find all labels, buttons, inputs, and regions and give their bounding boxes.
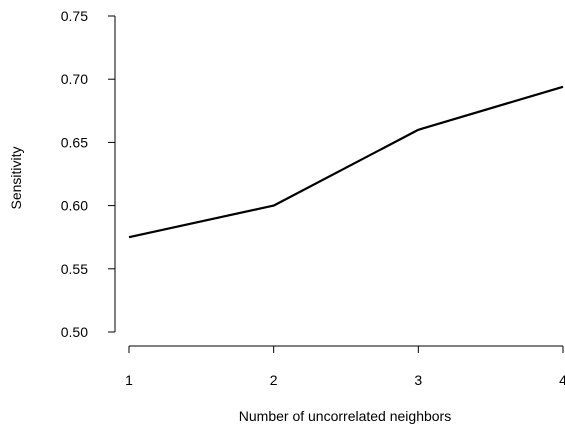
x-axis: 1 2 3 4: [125, 345, 565, 388]
x-tick-label: 2: [270, 372, 278, 388]
y-tick-label: 0.60: [61, 198, 88, 214]
x-tick-label: 4: [559, 372, 565, 388]
y-tick-label: 0.55: [61, 261, 88, 277]
y-tick-label: 0.50: [61, 324, 88, 340]
y-tick-label: 0.70: [61, 71, 88, 87]
y-tick-label: 0.75: [61, 8, 88, 24]
x-axis-title: Number of uncorrelated neighbors: [239, 408, 451, 424]
y-axis: 0.50 0.55 0.60 0.65 0.70 0.75: [61, 8, 116, 340]
x-tick-label: 1: [125, 372, 133, 388]
series-layer: [128, 85, 564, 239]
series-line: [128, 85, 564, 239]
y-axis-title: Sensitivity: [8, 146, 24, 209]
y-tick-label: 0.65: [61, 134, 88, 150]
x-tick-label: 3: [414, 372, 422, 388]
